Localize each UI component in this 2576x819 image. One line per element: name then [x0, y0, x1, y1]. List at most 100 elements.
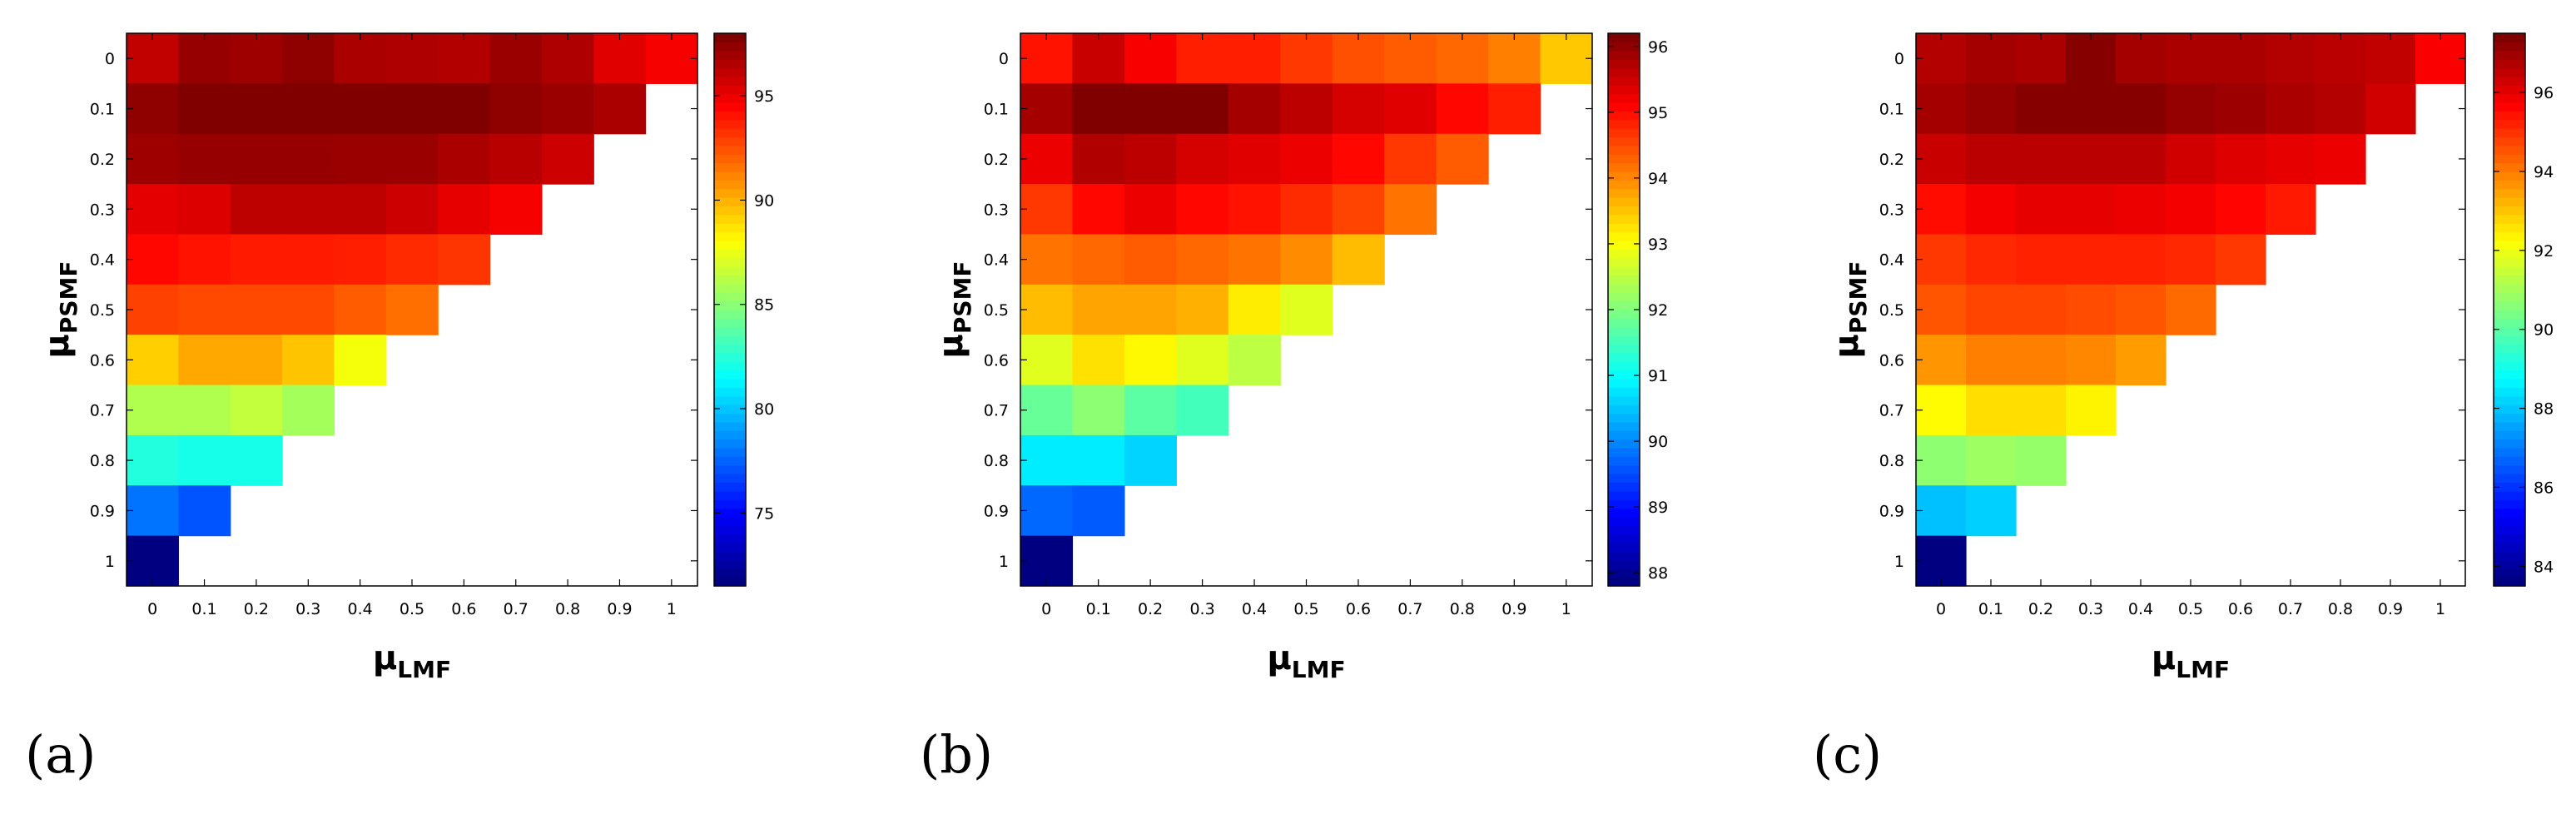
colorbar-segment — [1608, 76, 1640, 86]
colorbar-tick-label: 90 — [1648, 433, 1668, 451]
heatmap-cell — [1966, 434, 2017, 486]
x-tick-label: 0.9 — [607, 600, 632, 618]
heatmap-cell — [385, 184, 439, 236]
x-tick-label: 0.5 — [400, 600, 424, 618]
heatmap-cell — [178, 485, 231, 537]
heatmap-cell — [1124, 434, 1177, 486]
y-tick-label: 0.9 — [984, 502, 1009, 520]
colorbar-segment — [1608, 171, 1640, 181]
colorbar-segment — [714, 241, 746, 250]
heatmap-cell — [1176, 33, 1229, 84]
colorbar-segment — [714, 197, 746, 207]
heatmap-cell — [1072, 385, 1125, 436]
colorbar-segment — [2494, 119, 2525, 129]
colorbar-segment — [2494, 551, 2525, 561]
heatmap-cell — [1916, 434, 1967, 486]
colorbar-segment — [1608, 508, 1640, 518]
colorbar-segment — [714, 300, 746, 310]
heatmap-cell — [1020, 33, 1074, 84]
colorbar-segment — [1608, 543, 1640, 553]
heatmap-cell — [1916, 485, 1967, 537]
colorbar-segment — [2494, 395, 2525, 405]
heatmap-cell — [385, 284, 439, 335]
colorbar-segment — [1608, 214, 1640, 224]
heatmap-cell — [1072, 184, 1125, 236]
y-tick-label: 0.8 — [984, 452, 1009, 470]
x-tick-label: 0.1 — [1978, 600, 2003, 618]
y-tick-label: 0.9 — [90, 502, 115, 520]
colorbar-segment — [714, 499, 746, 509]
colorbar-segment — [1608, 85, 1640, 95]
heatmap-cell — [334, 83, 387, 135]
colorbar-segment — [2494, 464, 2525, 474]
y-tick-label: 0.4 — [90, 251, 115, 270]
colorbar-segment — [714, 543, 746, 553]
y-tick-label: 0.7 — [984, 402, 1009, 420]
colorbar-segment — [714, 42, 746, 52]
heatmap-cell — [2166, 284, 2216, 335]
heatmap-cell — [1384, 33, 1437, 84]
colorbar-segment — [2494, 344, 2525, 354]
colorbar-segment — [2494, 318, 2525, 328]
heatmap-cell — [230, 184, 283, 236]
y-tick-label: 0.2 — [90, 151, 115, 169]
colorbar-segment — [714, 517, 746, 526]
heatmap-cell — [1384, 83, 1437, 135]
colorbar-frame — [713, 32, 747, 587]
x-tick-label: 0.7 — [504, 600, 529, 618]
y-axis-label: μPSMF — [38, 261, 82, 358]
x-tick-label: 0 — [1936, 600, 1946, 618]
heatmap-cell — [1228, 83, 1281, 135]
heatmap-cell — [1020, 83, 1074, 135]
colorbar-segment — [2494, 490, 2525, 500]
colorbar-tick-label: 94 — [1648, 170, 1668, 188]
colorbar-segment — [714, 136, 746, 146]
heatmap-cell — [2166, 83, 2216, 135]
colorbar-segment — [2494, 136, 2525, 146]
colorbar-segment — [1608, 180, 1640, 190]
colorbar-segment — [1608, 534, 1640, 544]
heatmap-cell — [1966, 83, 2017, 135]
colorbar-segment — [714, 145, 746, 155]
y-axis-label-symbol: μ — [1828, 334, 1866, 358]
colorbar-segment — [1608, 405, 1640, 414]
colorbar-segment — [714, 344, 746, 354]
y-axis-label-symbol: μ — [932, 334, 970, 358]
colorbar-segment — [714, 188, 746, 198]
heatmap-cell — [2216, 83, 2266, 135]
colorbar-segment — [1608, 145, 1640, 155]
colorbar-segment — [2494, 231, 2525, 241]
heatmap-cell — [127, 184, 179, 236]
y-axis-label: μPSMF — [932, 261, 976, 358]
x-tick-label: 0.4 — [2128, 600, 2153, 618]
y-axis-label: μPSMF — [1828, 261, 1872, 358]
heatmap-cell — [1124, 133, 1177, 185]
x-tick-label: 0.1 — [191, 600, 216, 618]
colorbar-segment — [2494, 33, 2525, 42]
heatmap-cell — [1072, 234, 1125, 285]
x-tick-label: 0.8 — [1450, 600, 1475, 618]
x-tick-label: 0.6 — [2228, 600, 2253, 618]
heatmap-cell — [1966, 385, 2017, 436]
heatmap-cell — [1488, 83, 1541, 135]
heatmap-cell — [1916, 335, 1967, 386]
x-tick-label: 0.2 — [1138, 600, 1163, 618]
heatmap-cell — [1966, 485, 2017, 537]
colorbar-segment — [1608, 93, 1640, 103]
heatmap-cell — [2116, 133, 2167, 185]
heatmap-cell — [2066, 33, 2117, 84]
colorbar-segment — [714, 85, 746, 95]
colorbar-segment — [714, 275, 746, 285]
x-tick-label: 0.5 — [2178, 600, 2203, 618]
colorbar-tick-label: 96 — [1648, 38, 1668, 57]
colorbar-segment — [2494, 188, 2525, 198]
heatmap-cell — [1072, 83, 1125, 135]
heatmap-cell — [1228, 234, 1281, 285]
colorbar-segment — [714, 257, 746, 267]
heatmap-cell — [385, 234, 439, 285]
heatmap-cell — [1124, 83, 1177, 135]
heatmap-cell — [1280, 83, 1333, 135]
heatmap-cell — [1124, 284, 1177, 335]
heatmap-cell — [489, 33, 543, 84]
colorbar-segment — [1608, 67, 1640, 77]
